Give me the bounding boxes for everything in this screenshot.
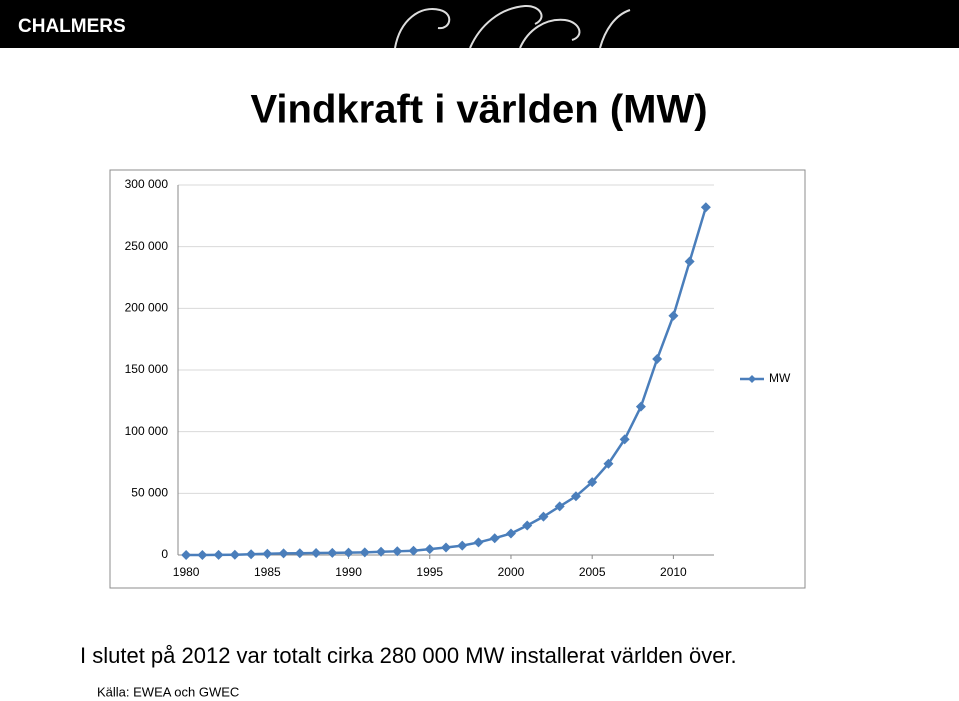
data-marker	[684, 256, 695, 267]
x-tick-label: 2005	[579, 565, 606, 579]
data-marker	[505, 528, 516, 539]
data-marker	[570, 491, 581, 502]
data-marker	[587, 477, 598, 488]
data-marker	[359, 547, 370, 558]
data-marker	[294, 548, 305, 559]
chart-frame	[109, 169, 806, 589]
caption: I slutet på 2012 var totalt cirka 280 00…	[80, 643, 737, 668]
data-marker	[652, 354, 663, 365]
data-marker	[213, 549, 224, 560]
data-marker	[457, 540, 468, 551]
y-tick-label: 150 000	[125, 362, 169, 376]
data-marker	[327, 547, 338, 558]
legend-label: MW	[769, 371, 791, 385]
y-tick-label: 100 000	[125, 424, 169, 438]
data-marker	[197, 549, 208, 560]
data-marker	[603, 458, 614, 469]
x-tick-label: 2010	[660, 565, 687, 579]
y-tick-label: 250 000	[125, 239, 169, 253]
y-tick-label: 200 000	[125, 301, 169, 315]
slide-title: Vindkraft i världen (MW)	[250, 88, 707, 132]
y-tick-label: 300 000	[125, 177, 169, 191]
data-marker	[424, 544, 435, 555]
data-marker	[408, 545, 419, 556]
data-marker	[278, 548, 289, 559]
data-marker	[376, 546, 387, 557]
data-marker	[343, 547, 354, 558]
data-marker	[441, 542, 451, 553]
x-tick-label: 1980	[173, 565, 200, 579]
data-marker	[538, 511, 549, 522]
y-tick-label: 0	[161, 547, 168, 561]
x-tick-label: 2000	[498, 565, 525, 579]
logo: CHALMERS	[18, 16, 126, 37]
data-marker	[392, 546, 403, 557]
data-marker	[554, 501, 565, 512]
legend-marker	[748, 375, 756, 383]
data-marker	[311, 548, 322, 559]
header-bar	[0, 0, 959, 48]
header-ornament	[394, 4, 631, 49]
data-marker	[668, 310, 679, 321]
data-marker	[619, 434, 630, 445]
x-tick-label: 1995	[416, 565, 443, 579]
data-marker	[181, 549, 192, 560]
data-marker	[522, 520, 533, 531]
data-marker	[473, 537, 484, 548]
x-tick-label: 1985	[254, 565, 281, 579]
y-tick-label: 50 000	[131, 486, 168, 500]
data-marker	[262, 548, 273, 559]
data-marker	[229, 549, 240, 560]
data-marker	[489, 533, 500, 544]
x-tick-label: 1990	[335, 565, 362, 579]
data-marker	[246, 549, 257, 560]
source: Källa: EWEA och GWEC	[97, 684, 239, 699]
data-marker	[635, 401, 646, 412]
data-marker	[700, 202, 711, 213]
